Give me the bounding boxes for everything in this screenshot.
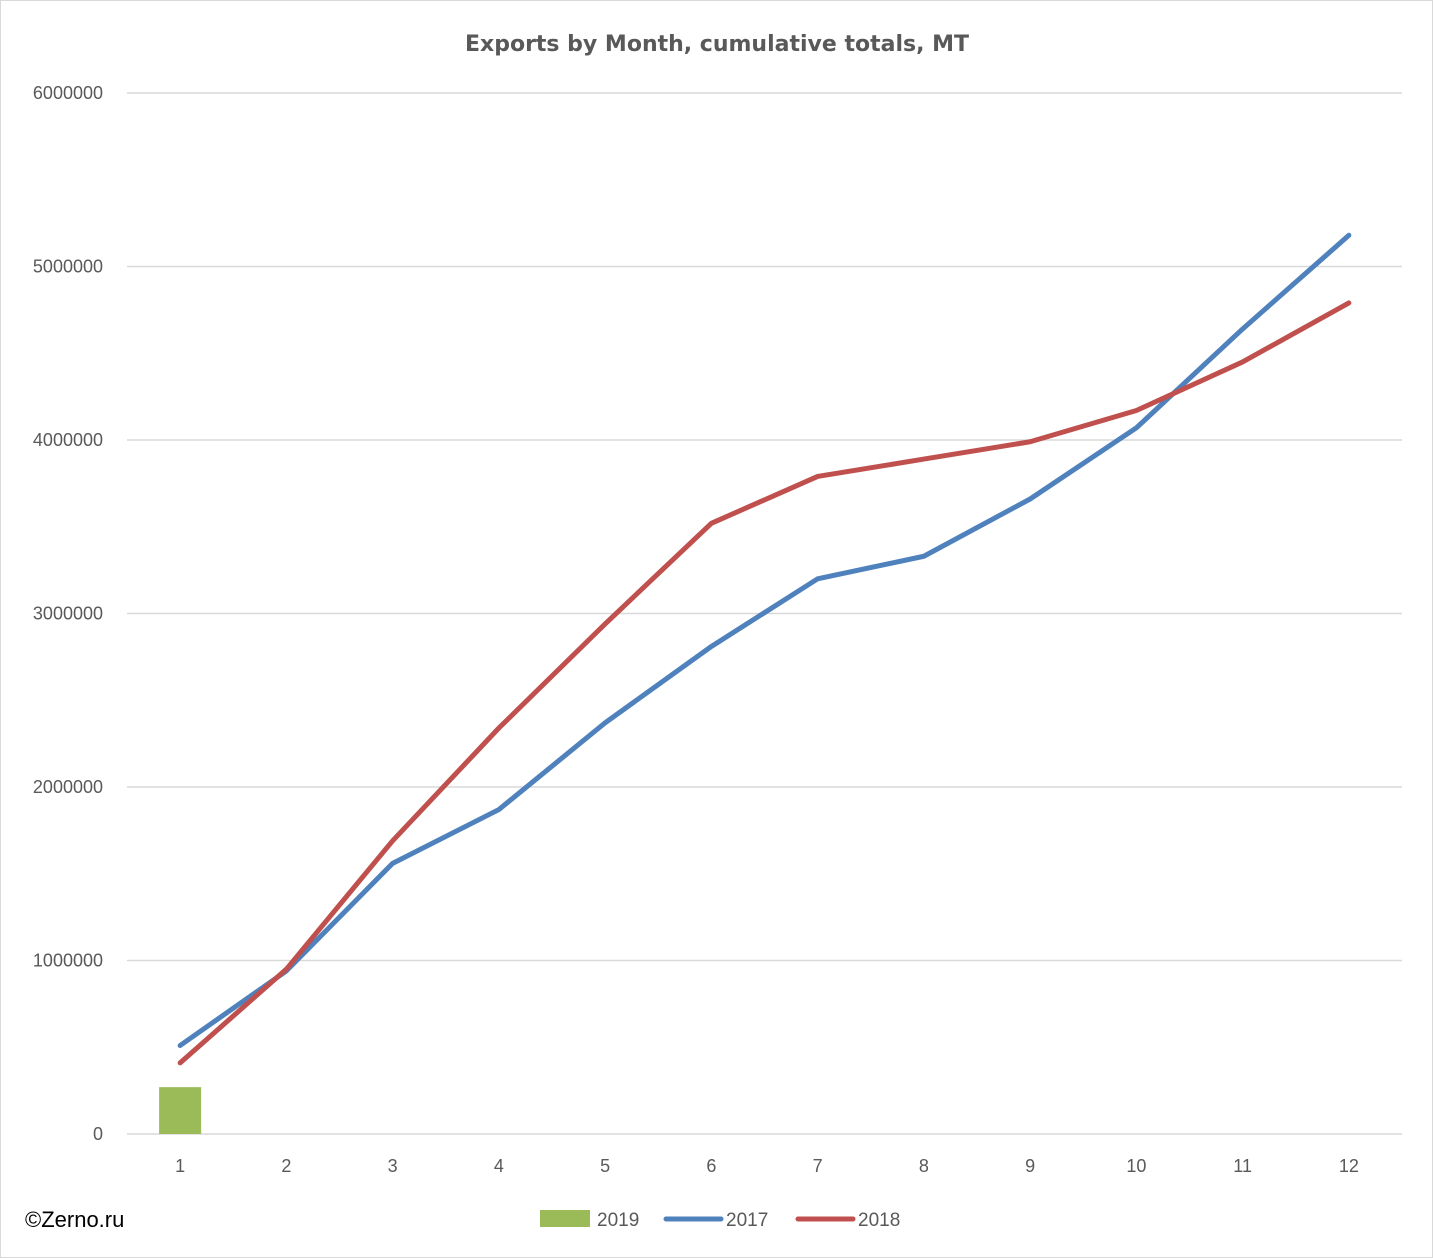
y-tick-label: 4000000 — [33, 430, 103, 450]
bar-2019-1 — [159, 1087, 202, 1134]
legend-swatch-2019 — [540, 1210, 590, 1227]
chart-title: Exports by Month, cumulative totals, MT — [465, 32, 969, 57]
x-tick-label: 10 — [1126, 1156, 1146, 1176]
x-tick-label: 9 — [1025, 1156, 1035, 1176]
y-tick-label: 2000000 — [33, 777, 103, 797]
legend-label-2018: 2018 — [858, 1210, 900, 1231]
y-tick-label: 3000000 — [33, 604, 103, 624]
series-line-2018 — [177, 300, 1352, 1066]
x-axis: 1 2 3 4 5 6 7 8 9 10 11 12 — [175, 1156, 1359, 1176]
bar-series — [159, 1087, 202, 1134]
y-tick-label: 0 — [93, 1124, 103, 1144]
x-tick-label: 3 — [388, 1156, 398, 1176]
legend-label-2019: 2019 — [597, 1210, 639, 1231]
x-tick-label: 6 — [706, 1156, 716, 1176]
gridlines — [127, 92, 1402, 1135]
x-tick-label: 8 — [919, 1156, 929, 1176]
series-line-2017 — [177, 232, 1352, 1049]
x-tick-label: 4 — [494, 1156, 504, 1176]
x-tick-label: 11 — [1233, 1156, 1252, 1176]
line-series — [177, 232, 1352, 1066]
y-tick-label: 1000000 — [33, 951, 103, 971]
watermark: ©Zerno.ru — [25, 1207, 125, 1232]
y-axis: 0 1000000 2000000 3000000 4000000 5000000 6000… — [33, 83, 103, 1144]
x-tick-label: 12 — [1339, 1156, 1359, 1176]
y-tick-label: 5000000 — [33, 257, 103, 277]
x-tick-label: 2 — [281, 1156, 291, 1176]
x-tick-label: 5 — [600, 1156, 610, 1176]
x-tick-label: 1 — [175, 1156, 185, 1176]
y-tick-label: 6000000 — [33, 83, 103, 103]
x-tick-label: 7 — [813, 1156, 823, 1176]
legend-label-2017: 2017 — [726, 1210, 768, 1231]
legend: 2019 2017 2018 — [540, 1210, 900, 1231]
